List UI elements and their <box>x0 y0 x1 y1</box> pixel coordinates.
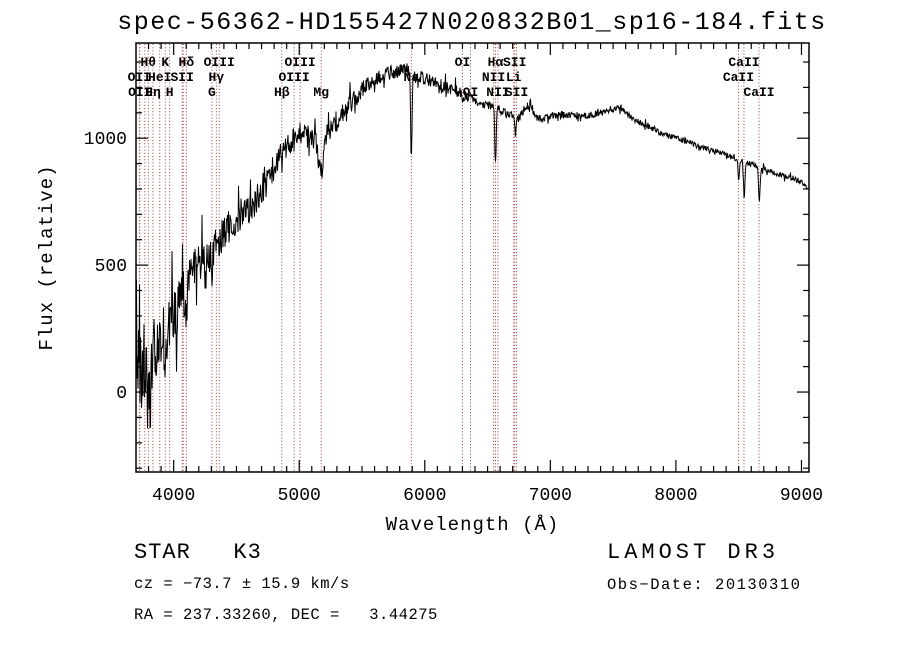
y-tick-label: 500 <box>95 257 127 277</box>
spectral-line-label: Mg <box>313 85 329 100</box>
x-tick-label: 4000 <box>152 486 195 506</box>
plot-frame <box>135 42 810 473</box>
x-tick-label: 6000 <box>403 486 446 506</box>
spectral-line-label: CaII <box>743 85 774 100</box>
x-tick-label: 9000 <box>780 486 823 506</box>
spectral-line-label: OI <box>463 85 479 100</box>
radial-velocity-text: cz = −73.7 ± 15.9 km/s <box>134 575 350 593</box>
spectral-line-label: NII <box>486 85 509 100</box>
y-axis-label: Flux (relative) <box>36 164 58 350</box>
x-axis-label: Wavelength (Å) <box>386 514 560 536</box>
spectral-line-label: OIII <box>278 70 309 85</box>
spectrum-trace <box>135 63 808 429</box>
y-tick-label: 0 <box>116 384 127 404</box>
spectral-line-label: Hδ <box>179 55 195 70</box>
spectral-line-label: CaII <box>723 70 754 85</box>
spectral-line-label: Li <box>506 70 522 85</box>
spectral-line-label: SII <box>171 70 194 85</box>
spectral-line-label: H <box>166 85 174 100</box>
spectral-line-label: Hβ <box>274 85 290 100</box>
x-tick-label: 7000 <box>529 486 572 506</box>
coordinates-text: RA = 237.33260, DEC = 3.44275 <box>134 606 438 624</box>
spectral-line-label: OIII <box>204 55 235 70</box>
spectral-line-label: Na <box>404 70 420 85</box>
spectral-line-label: OI <box>455 55 471 70</box>
x-tick-label: 8000 <box>654 486 697 506</box>
classification-text: STAR K3 <box>134 540 262 565</box>
survey-release-text: LAMOST DR3 <box>607 540 780 565</box>
spectral-line-label: SII <box>505 85 528 100</box>
spectral-line-label: K <box>161 55 169 70</box>
spectral-line-label: Hη <box>145 85 161 100</box>
axes: 4000 5000 6000 7000 8000 9000 0 500 1000 Waveleng… <box>36 42 823 536</box>
spectral-line-label: CaII <box>728 55 759 70</box>
spectral-line-label: OII <box>128 85 151 100</box>
spectral-line-label: OIII <box>284 55 315 70</box>
spectral-line-label: Hγ <box>209 70 225 85</box>
spectral-line-label: OII <box>128 70 151 85</box>
spectral-line-label: Hα <box>488 55 504 70</box>
plot-title: spec-56362-HD155427N020832B01_sp16-184.f… <box>117 8 827 37</box>
x-tick-label: 5000 <box>278 486 321 506</box>
spectral-line-label: HeI <box>148 70 171 85</box>
obs-date-text: Obs−Date: 20130310 <box>607 576 802 594</box>
spectral-line-label: Hθ <box>141 55 157 70</box>
y-tick-label: 1000 <box>84 130 127 150</box>
spectral-line-markers <box>138 44 760 471</box>
spectral-line-label: SII <box>503 55 526 70</box>
spectral-line-label: G <box>208 85 216 100</box>
spectral-line-label: NII <box>482 70 505 85</box>
